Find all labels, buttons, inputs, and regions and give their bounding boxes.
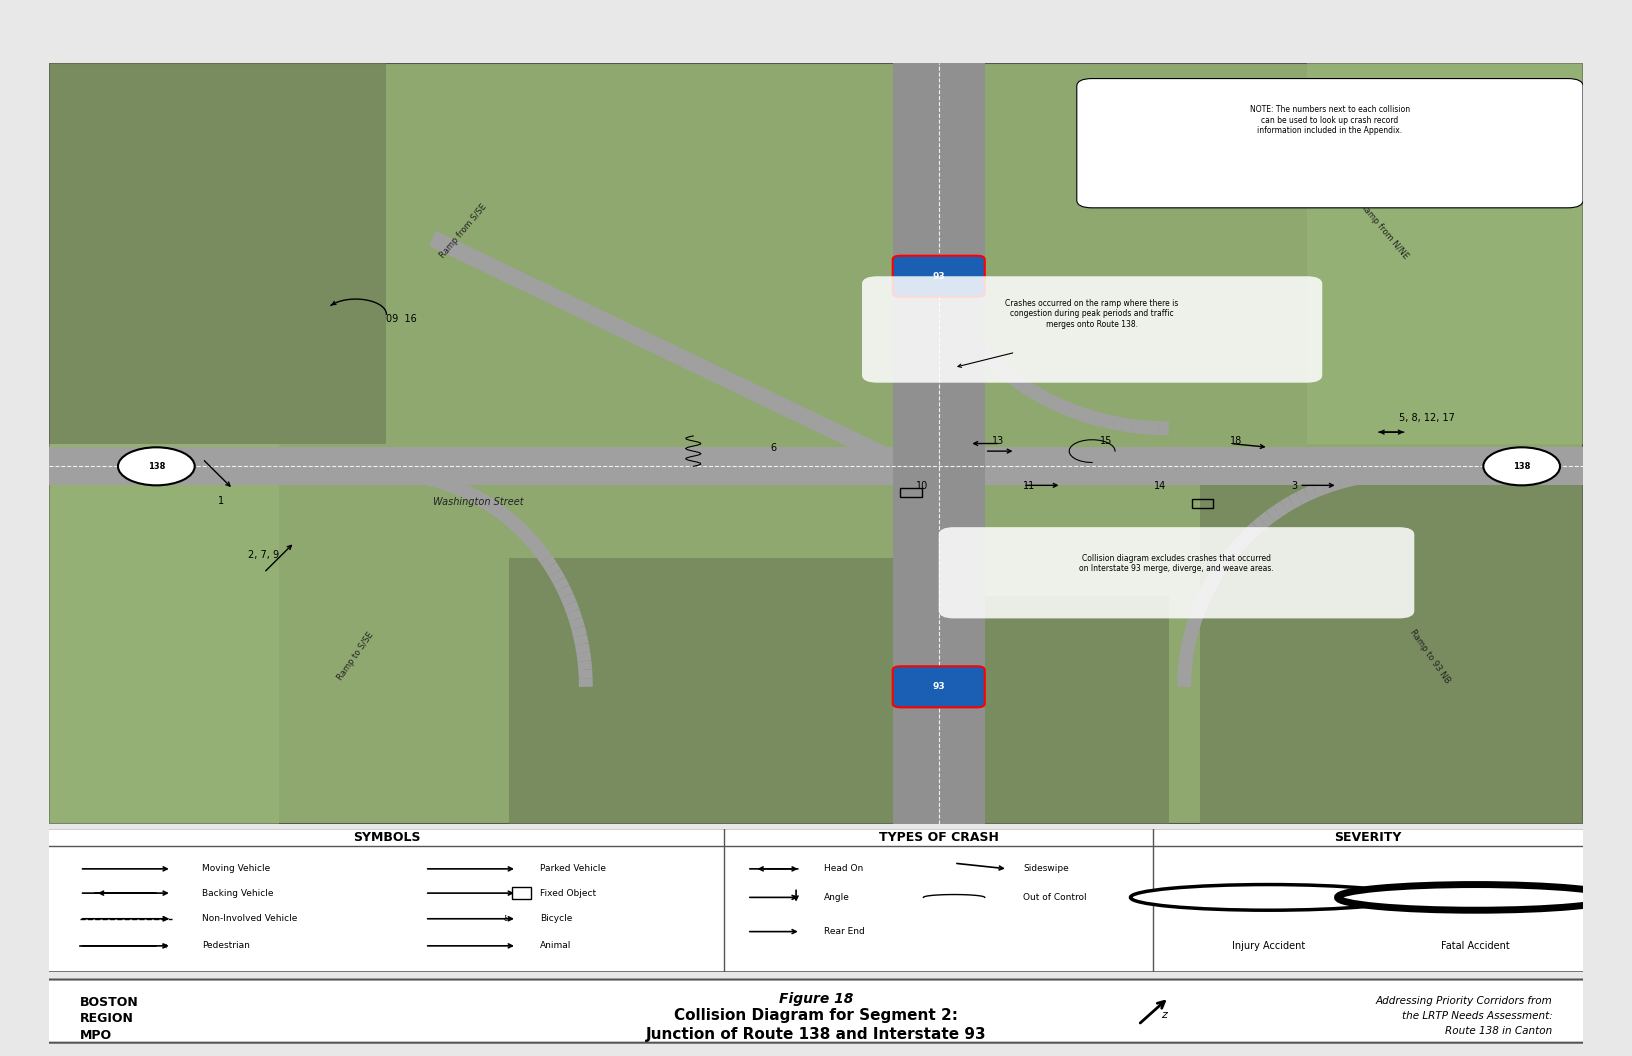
Text: NOTE: The numbers next to each collision
can be used to look up crash record
inf: NOTE: The numbers next to each collision…	[1250, 106, 1410, 135]
Text: 15: 15	[1100, 435, 1111, 446]
Text: 93: 93	[932, 682, 945, 692]
Text: the LRTP Needs Assessment:: the LRTP Needs Assessment:	[1402, 1012, 1552, 1021]
Text: 138: 138	[1513, 461, 1531, 471]
Text: 09  16: 09 16	[387, 314, 418, 324]
Bar	[901, 488, 922, 496]
Circle shape	[118, 448, 194, 486]
Text: Crashes occurred on the ramp where there is
congestion during peak periods and t: Crashes occurred on the ramp where there…	[1005, 299, 1178, 328]
Text: REGION: REGION	[80, 1013, 134, 1025]
Bar	[1200, 482, 1583, 824]
FancyBboxPatch shape	[893, 256, 984, 297]
Text: ♿: ♿	[503, 914, 509, 923]
Text: Collision Diagram for Segment 2:: Collision Diagram for Segment 2:	[674, 1007, 958, 1022]
FancyBboxPatch shape	[862, 277, 1322, 382]
Text: SYMBOLS: SYMBOLS	[353, 831, 419, 844]
FancyBboxPatch shape	[1077, 78, 1583, 208]
Text: Washington Street: Washington Street	[432, 496, 524, 507]
Text: z: z	[1160, 1010, 1167, 1019]
Text: MPO: MPO	[80, 1029, 111, 1042]
Text: 5, 8, 12, 17: 5, 8, 12, 17	[1399, 413, 1454, 422]
Text: 1: 1	[217, 496, 224, 506]
Text: Rear End: Rear End	[824, 927, 865, 936]
Text: Junction of Route 138 and Interstate 93: Junction of Route 138 and Interstate 93	[646, 1026, 986, 1042]
Bar	[512, 887, 530, 899]
Text: Moving Vehicle: Moving Vehicle	[202, 865, 271, 873]
Bar	[1191, 499, 1213, 508]
Text: 11: 11	[1023, 482, 1035, 491]
Bar	[893, 596, 1169, 824]
Bar	[1307, 63, 1583, 444]
Text: ✕: ✕	[160, 941, 168, 950]
Text: Angle: Angle	[824, 893, 850, 902]
Text: Pedestrian: Pedestrian	[202, 941, 250, 950]
Text: Fatal Accident: Fatal Accident	[1441, 941, 1510, 950]
Circle shape	[1483, 448, 1560, 486]
Text: 138: 138	[147, 461, 165, 471]
Text: 13: 13	[992, 435, 1005, 446]
Text: Bicycle: Bicycle	[540, 914, 573, 923]
Text: 14: 14	[1154, 482, 1165, 491]
Bar	[49, 63, 387, 444]
Text: Injury Accident: Injury Accident	[1232, 941, 1306, 950]
Text: Addressing Priority Corridors from: Addressing Priority Corridors from	[1376, 996, 1552, 1006]
Text: Collision diagram excludes crashes that occurred
on Interstate 93 merge, diverge: Collision diagram excludes crashes that …	[1079, 553, 1275, 573]
Text: Backing Vehicle: Backing Vehicle	[202, 888, 274, 898]
Text: BOSTON: BOSTON	[80, 996, 139, 1010]
Text: 18: 18	[1231, 435, 1242, 446]
Text: Animal: Animal	[540, 941, 571, 950]
Circle shape	[1338, 885, 1614, 910]
Text: Route 138 in Canton: Route 138 in Canton	[1444, 1026, 1552, 1036]
FancyBboxPatch shape	[893, 666, 984, 708]
Text: 10: 10	[916, 482, 929, 491]
Text: Head On: Head On	[824, 865, 863, 873]
Text: 6: 6	[770, 444, 777, 453]
FancyBboxPatch shape	[34, 980, 1598, 1042]
Text: Sideswipe: Sideswipe	[1023, 865, 1069, 873]
Text: Parked Vehicle: Parked Vehicle	[540, 865, 605, 873]
Bar	[49, 444, 279, 824]
Text: Ramp to 93 NB: Ramp to 93 NB	[1408, 628, 1451, 685]
FancyBboxPatch shape	[41, 828, 1591, 973]
FancyBboxPatch shape	[938, 527, 1415, 619]
Text: Non-Involved Vehicle: Non-Involved Vehicle	[202, 914, 297, 923]
Text: TYPES OF CRASH: TYPES OF CRASH	[878, 831, 999, 844]
Text: Ramp to S/SE: Ramp to S/SE	[336, 630, 375, 682]
Text: Out of Control: Out of Control	[1023, 893, 1087, 902]
Text: 93: 93	[932, 271, 945, 281]
Text: Ramp from S/SE: Ramp from S/SE	[437, 202, 488, 260]
Text: Figure 18: Figure 18	[778, 992, 854, 1006]
Circle shape	[1131, 885, 1407, 910]
Bar	[509, 558, 893, 824]
Text: 2, 7, 9: 2, 7, 9	[248, 549, 279, 560]
Bar	[49, 448, 1583, 486]
Text: 3: 3	[1291, 482, 1297, 491]
Text: Ramp from N/NE: Ramp from N/NE	[1358, 201, 1410, 261]
Text: SEVERITY: SEVERITY	[1335, 831, 1402, 844]
Bar	[893, 63, 984, 824]
Text: Fixed Object: Fixed Object	[540, 888, 596, 898]
